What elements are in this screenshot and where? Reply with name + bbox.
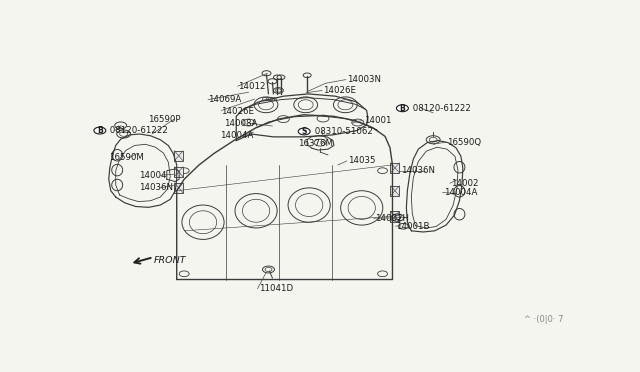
- Bar: [174, 183, 183, 193]
- Circle shape: [94, 127, 106, 134]
- Text: 14036N: 14036N: [138, 183, 173, 192]
- Text: 14036N: 14036N: [401, 166, 435, 175]
- Text: 16590M: 16590M: [109, 153, 143, 162]
- Text: B: B: [399, 104, 405, 113]
- Bar: [174, 167, 183, 177]
- Text: 14026E: 14026E: [221, 107, 254, 116]
- Text: 14069A: 14069A: [208, 95, 241, 104]
- Text: 14002H: 14002H: [374, 214, 408, 223]
- Text: 14035: 14035: [348, 157, 375, 166]
- Text: 08310-51062: 08310-51062: [312, 127, 372, 136]
- Text: 14004A: 14004A: [444, 188, 477, 197]
- Circle shape: [298, 128, 310, 135]
- Text: 08120-61222: 08120-61222: [108, 126, 168, 135]
- Text: 14004: 14004: [138, 171, 166, 180]
- Text: 16376M: 16376M: [298, 139, 333, 148]
- Text: 14026E: 14026E: [323, 86, 356, 95]
- Text: 16590P: 16590P: [148, 115, 181, 124]
- Text: 14001: 14001: [364, 116, 392, 125]
- Text: 14004A: 14004A: [220, 131, 253, 140]
- Text: S: S: [301, 127, 307, 136]
- Bar: [390, 186, 399, 196]
- Text: ^ ·(0|0· 7: ^ ·(0|0· 7: [524, 315, 564, 324]
- Text: 14003N: 14003N: [347, 75, 381, 84]
- Text: 14012: 14012: [237, 82, 265, 91]
- Text: FRONT: FRONT: [154, 256, 186, 264]
- Bar: [390, 163, 399, 173]
- Circle shape: [396, 105, 408, 112]
- Text: 16590Q: 16590Q: [447, 138, 481, 147]
- Bar: [174, 151, 183, 161]
- Text: 11041D: 11041D: [259, 284, 292, 293]
- Text: 14002: 14002: [451, 179, 479, 188]
- Text: 08120-61222: 08120-61222: [410, 104, 470, 113]
- Text: 14001B: 14001B: [396, 222, 430, 231]
- Text: B: B: [97, 126, 102, 135]
- Bar: [390, 211, 399, 222]
- Text: 14008A: 14008A: [224, 119, 257, 128]
